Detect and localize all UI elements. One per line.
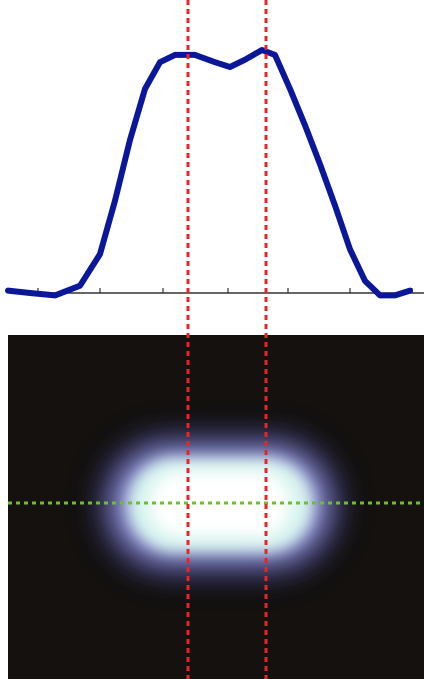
profile-line [8, 50, 410, 295]
beam-image [8, 335, 424, 679]
figure [0, 0, 424, 679]
profile-plot [8, 50, 424, 295]
